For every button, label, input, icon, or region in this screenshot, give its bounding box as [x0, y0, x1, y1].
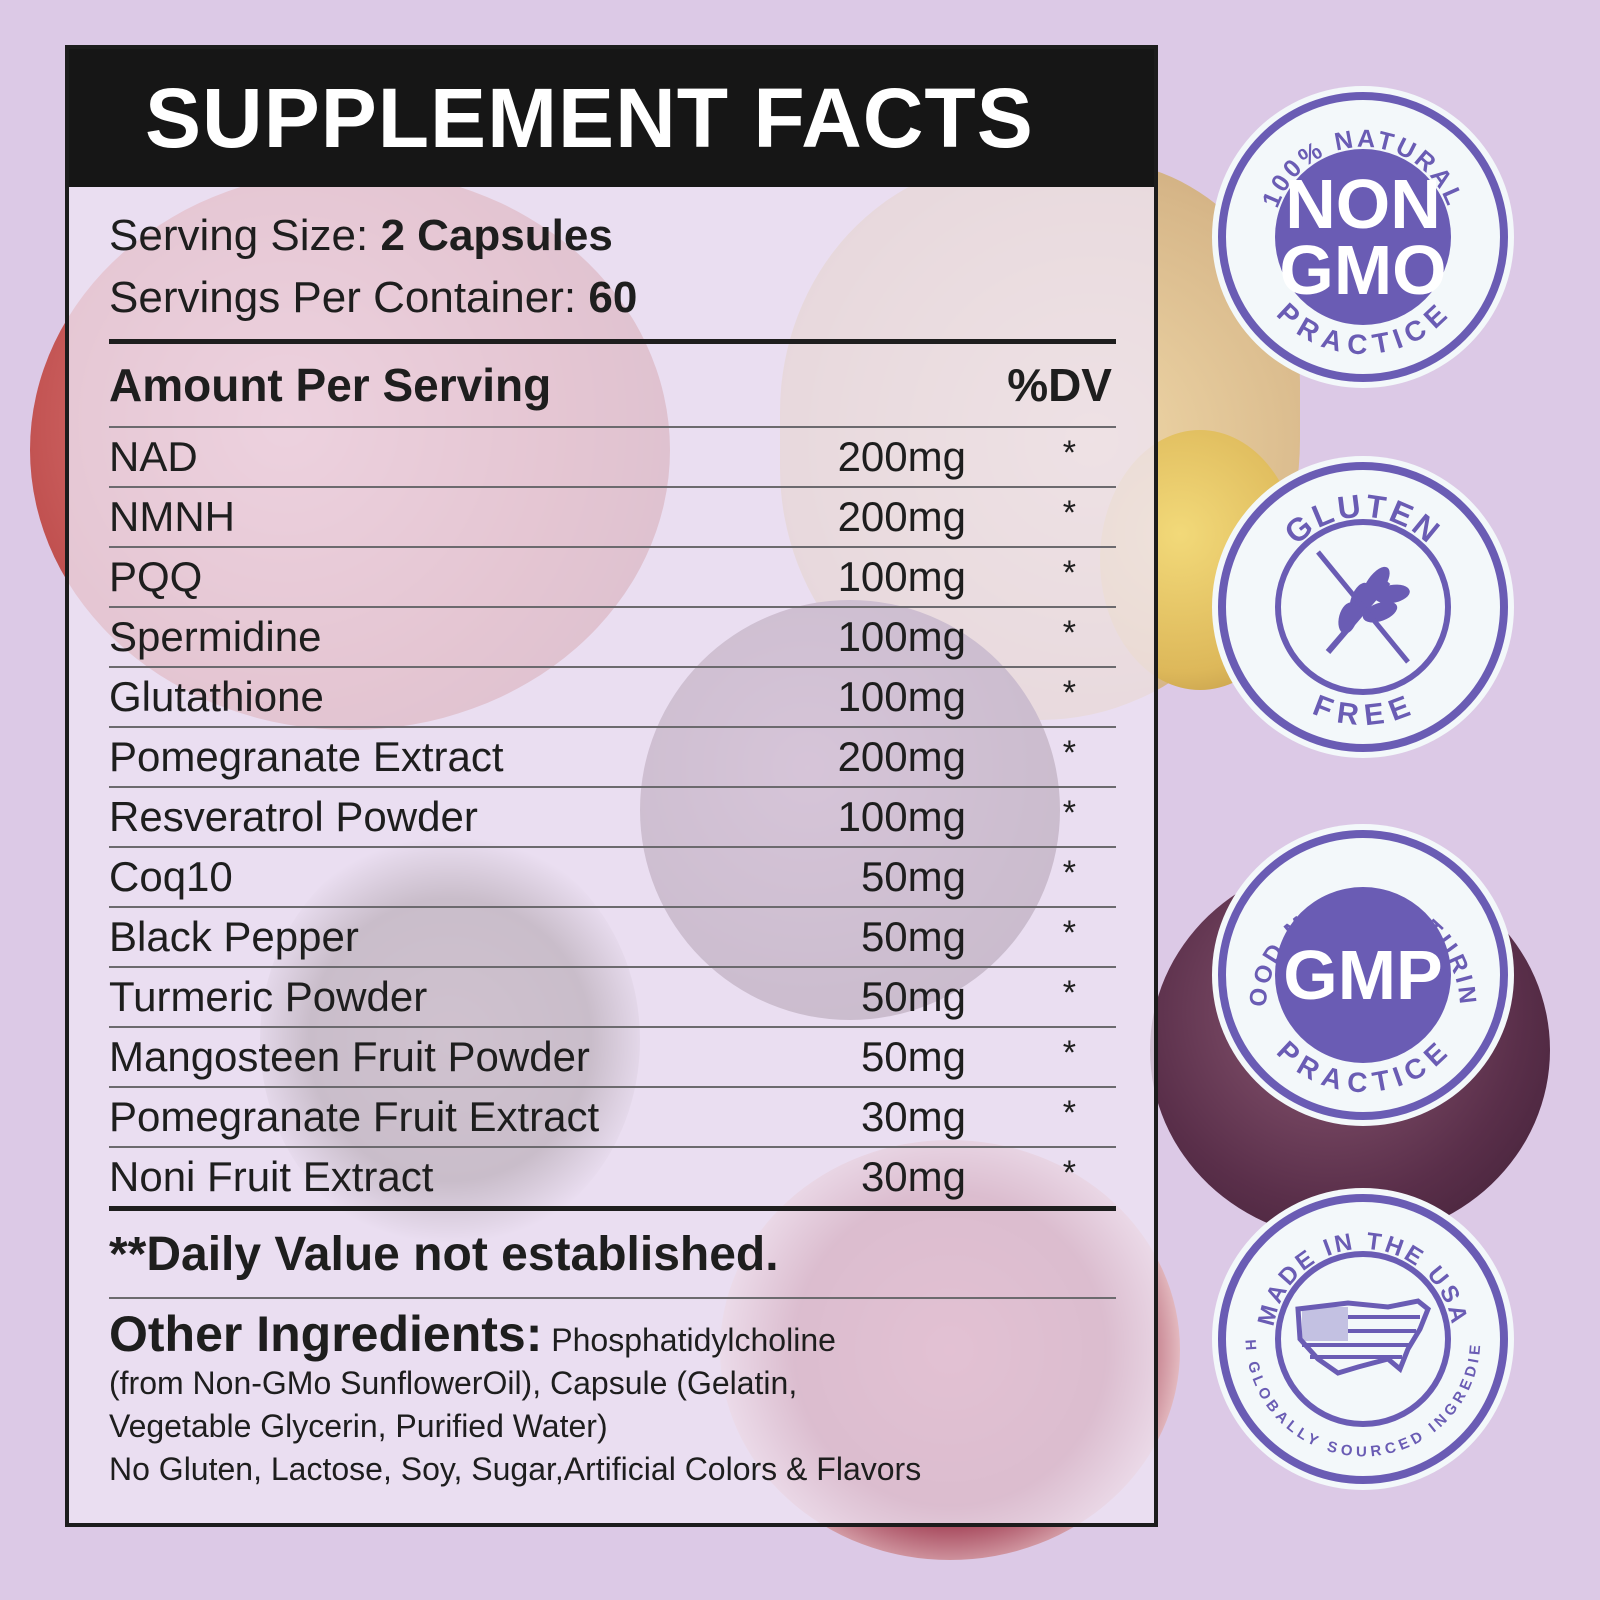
- usa-flag-map-icon: [1275, 1251, 1451, 1427]
- ingredient-table: NAD 200mg * NMNH 200mg * PQQ 100mg * Spermidin…: [109, 426, 1116, 1206]
- servings-per-container: Servings Per Container: 60: [109, 273, 638, 322]
- amount-header: Amount Per Serving: [109, 359, 552, 411]
- table-row: Spermidine 100mg *: [109, 606, 1116, 666]
- panel-title: SUPPLEMENT FACTS: [69, 49, 1154, 187]
- table-row: Black Pepper 50mg *: [109, 906, 1116, 966]
- divider: [109, 339, 1116, 344]
- non-gmo-seal-icon: NON GMO: [1275, 149, 1451, 325]
- table-header: Amount Per Serving %DV: [109, 344, 1116, 426]
- dv-header: %DV: [1007, 359, 1112, 411]
- table-row: Pomegranate Fruit Extract 30mg *: [109, 1086, 1116, 1146]
- table-row: Noni Fruit Extract 30mg *: [109, 1146, 1116, 1206]
- gmp-badge: GOOD MANUFACTURING PRACTICE GMP: [1218, 830, 1508, 1120]
- table-row: PQQ 100mg *: [109, 546, 1116, 606]
- other-ingredients-label: Other Ingredients:: [109, 1306, 543, 1362]
- table-row: Glutathione 100mg *: [109, 666, 1116, 726]
- divider: [109, 1206, 1116, 1211]
- table-row: Pomegranate Extract 200mg *: [109, 726, 1116, 786]
- non-gmo-badge: 100% NATURAL PRACTICE NON GMO: [1218, 92, 1508, 382]
- table-row: NAD 200mg *: [109, 426, 1116, 486]
- table-row: Resveratrol Powder 100mg *: [109, 786, 1116, 846]
- daily-value-note: **Daily Value not established.: [109, 1227, 779, 1281]
- gluten-free-badge: GLUTEN FREE: [1218, 462, 1508, 752]
- divider: [109, 1297, 1116, 1299]
- supplement-facts-panel: SUPPLEMENT FACTS Serving Size: 2 Capsule…: [65, 45, 1158, 1527]
- svg-text:FREE: FREE: [1309, 689, 1418, 732]
- crossed-wheat-icon: [1275, 519, 1451, 695]
- other-ingredients: Other Ingredients: Phosphatidylcholine (…: [109, 1306, 922, 1487]
- table-row: Turmeric Powder 50mg *: [109, 966, 1116, 1026]
- made-in-usa-badge: MADE IN THE USA WITH GLOBALLY SOURCED IN…: [1218, 1194, 1508, 1484]
- table-row: Coq10 50mg *: [109, 846, 1116, 906]
- table-row: Mangosteen Fruit Powder 50mg *: [109, 1026, 1116, 1086]
- table-row: NMNH 200mg *: [109, 486, 1116, 546]
- gmp-seal-icon: GMP: [1275, 887, 1451, 1063]
- serving-size: Serving Size: 2 Capsules: [109, 211, 613, 260]
